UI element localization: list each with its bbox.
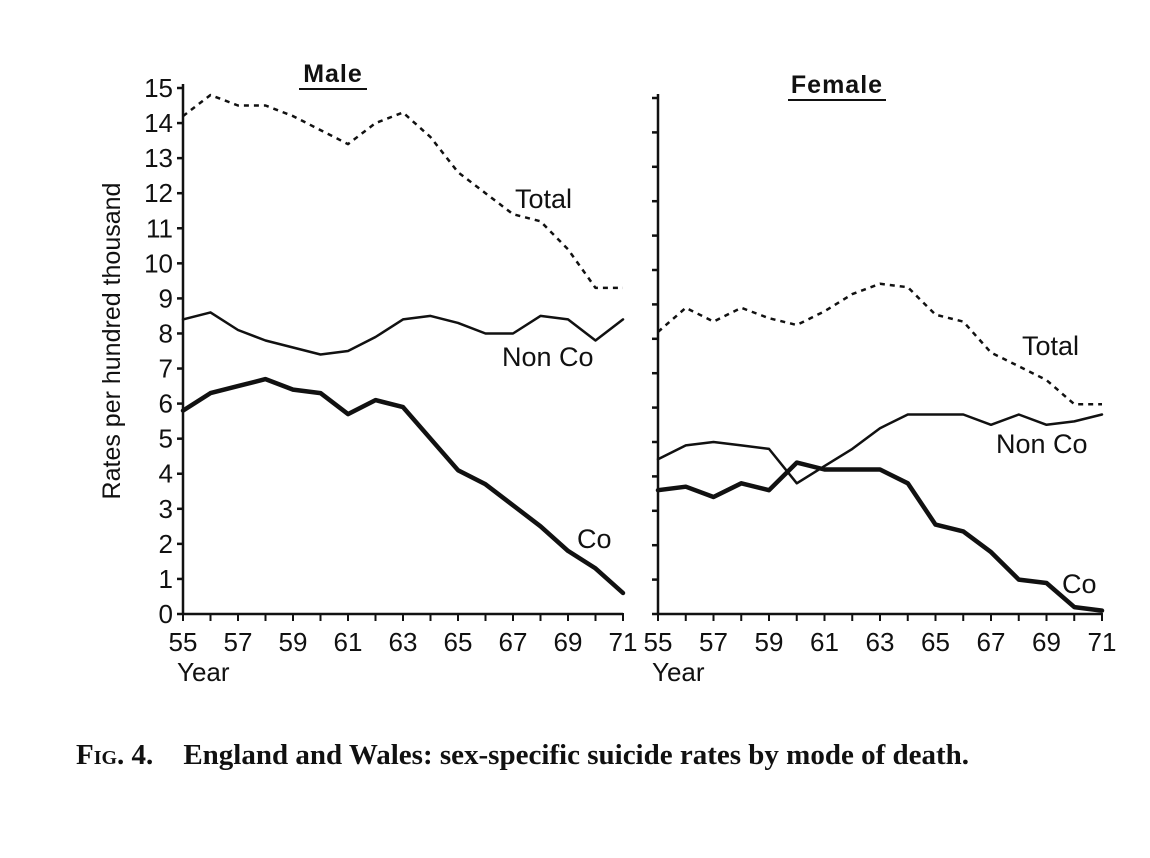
y-tick-label: 0 (159, 599, 173, 629)
series-line-non-co (181, 311, 625, 356)
x-axis-label: Year (652, 657, 705, 687)
series-line-total (657, 282, 1102, 406)
x-tick-label: 69 (1032, 627, 1061, 657)
y-tick-label: 1 (159, 564, 173, 594)
y-tick-label: 14 (144, 108, 173, 138)
y-tick-label: 12 (144, 178, 173, 208)
x-tick-label: 61 (334, 627, 363, 657)
panel-title: Female (791, 71, 883, 99)
series-label-total: Total (515, 184, 572, 214)
x-tick-label: 61 (810, 627, 839, 657)
y-axis-label: Rates per hundred thousand (98, 183, 126, 500)
y-tick-label: 5 (159, 424, 173, 454)
x-tick-label: 65 (921, 627, 950, 657)
y-tick-label: 4 (159, 459, 173, 489)
figure-caption-text: England and Wales: sex-specific suicide … (183, 739, 970, 771)
x-tick-label: 59 (279, 627, 308, 657)
series-label-co: Co (1062, 569, 1097, 599)
figure-caption: Fig. 4. England and Wales: sex-specific s… (76, 740, 1136, 770)
y-tick-label: 2 (159, 529, 173, 559)
x-tick-label: 57 (699, 627, 728, 657)
x-tick-label: 69 (554, 627, 583, 657)
y-tick-label: 6 (159, 389, 173, 419)
series-line-co (655, 460, 1105, 613)
y-tick-label: 10 (144, 248, 173, 278)
x-tick-label: 59 (755, 627, 784, 657)
x-tick-label: 63 (866, 627, 895, 657)
series-line-total (182, 93, 623, 290)
x-tick-label: 55 (644, 627, 673, 657)
x-tick-label: 55 (169, 627, 198, 657)
y-tick-label: 9 (159, 283, 173, 313)
female-panel: 55 57 59 61 63 65 67 69 71 Year Female Total Non Co C… (644, 71, 1117, 687)
y-tick-label: 15 (144, 73, 173, 103)
y-tick-label: 3 (159, 494, 173, 524)
y-tick-label: 11 (146, 213, 173, 243)
y-tick-label: 7 (159, 354, 173, 384)
panel-title: Male (303, 60, 363, 88)
y-tick-label: 8 (159, 318, 173, 348)
x-tick-label: 57 (224, 627, 253, 657)
x-tick-label: 63 (389, 627, 418, 657)
series-line-co (180, 376, 626, 596)
x-tick-label: 67 (499, 627, 528, 657)
series-line-non-co (656, 413, 1104, 485)
x-tick-label: 67 (977, 627, 1006, 657)
series-label-non-co: Non Co (502, 342, 594, 372)
series-label-co: Co (577, 524, 612, 554)
x-tick-label: 71 (609, 627, 638, 657)
x-tick-label: 65 (444, 627, 473, 657)
y-tick-label: 13 (144, 143, 173, 173)
figure-number: Fig. 4. (76, 739, 154, 771)
series-label-total: Total (1022, 331, 1079, 361)
x-axis-label: Year (177, 657, 230, 687)
x-tick-label: 71 (1088, 627, 1117, 657)
series-label-non-co: Non Co (996, 429, 1088, 459)
